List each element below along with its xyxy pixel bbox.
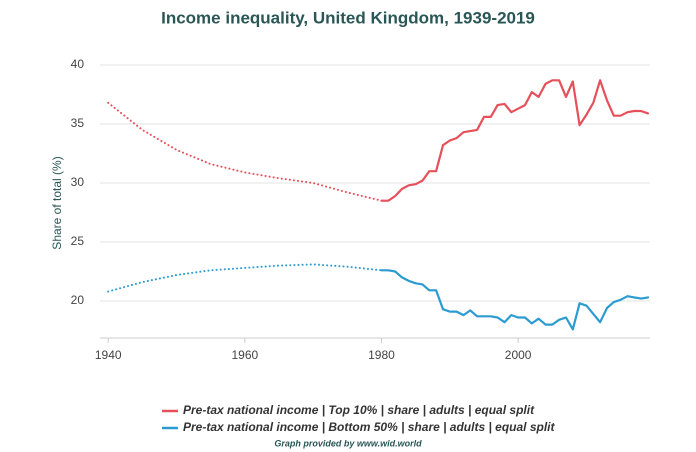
credit: Graph provided by www.wid.world [274, 438, 422, 448]
x-tick-label: 1940 [95, 348, 122, 362]
legend-label: Pre-tax national income | Top 10% | shar… [183, 403, 535, 417]
y-tick-label: 40 [71, 57, 85, 71]
series-line-dotted [107, 101, 383, 202]
series-line [380, 269, 650, 331]
chart-title: Income inequality, United Kingdom, 1939-… [161, 8, 535, 27]
series-line [380, 79, 650, 202]
series-line-dotted [107, 263, 383, 293]
x-tick-label: 2000 [505, 348, 532, 362]
y-tick-label: 25 [71, 234, 85, 248]
x-tick-label: 1960 [231, 348, 258, 362]
y-tick-label: 20 [71, 293, 85, 307]
legend-label: Pre-tax national income | Bottom 50% | s… [183, 420, 556, 434]
y-tick-label: 30 [71, 175, 85, 189]
x-tick-label: 1980 [368, 348, 395, 362]
y-tick-label: 35 [71, 116, 85, 130]
y-axis-label: Share of total (%) [50, 156, 64, 249]
